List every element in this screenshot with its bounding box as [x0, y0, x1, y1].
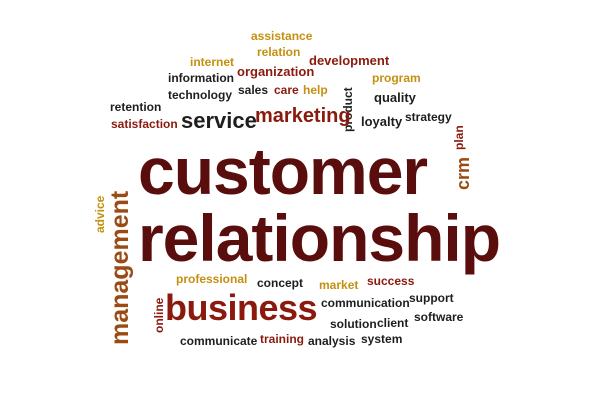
word-technology: technology: [168, 88, 233, 102]
word-solution: solution: [330, 317, 377, 331]
word-professional: professional: [176, 272, 248, 286]
word-internet: internet: [190, 55, 235, 69]
word-organization: organization: [237, 64, 315, 79]
word-management: management: [106, 190, 134, 345]
word-software: software: [414, 310, 464, 324]
word-client: client: [377, 316, 409, 330]
word-care: care: [274, 83, 299, 97]
word-development: development: [309, 53, 390, 68]
word-business: business: [165, 287, 318, 328]
word-concept: concept: [257, 276, 304, 290]
word-relationship: relationship: [138, 201, 501, 275]
word-information: information: [168, 71, 234, 85]
word-success: success: [367, 274, 415, 288]
word-quality: quality: [374, 90, 416, 105]
word-program: program: [372, 71, 421, 85]
word-market: market: [319, 278, 359, 292]
word-training: training: [260, 332, 304, 346]
word-service: service: [181, 108, 257, 133]
word-support: support: [409, 291, 454, 305]
word-customer: customer: [138, 134, 428, 208]
word-marketing: marketing: [255, 105, 351, 127]
word-satisfaction: satisfaction: [111, 117, 178, 131]
word-loyalty: loyalty: [361, 114, 403, 129]
word-assistance: assistance: [251, 29, 313, 43]
word-analysis: analysis: [308, 334, 356, 348]
word-sales: sales: [238, 83, 269, 97]
word-plan: plan: [452, 125, 466, 150]
word-communication: communication: [321, 296, 410, 310]
word-communicate: communicate: [180, 334, 258, 348]
word-relation: relation: [257, 45, 301, 59]
word-advice: advice: [93, 195, 107, 233]
word-online: online: [152, 297, 166, 333]
word-strategy: strategy: [405, 110, 452, 124]
word-system: system: [361, 332, 403, 346]
word-crm: crm: [453, 156, 473, 190]
word-retention: retention: [110, 100, 162, 114]
word-help: help: [303, 83, 328, 97]
